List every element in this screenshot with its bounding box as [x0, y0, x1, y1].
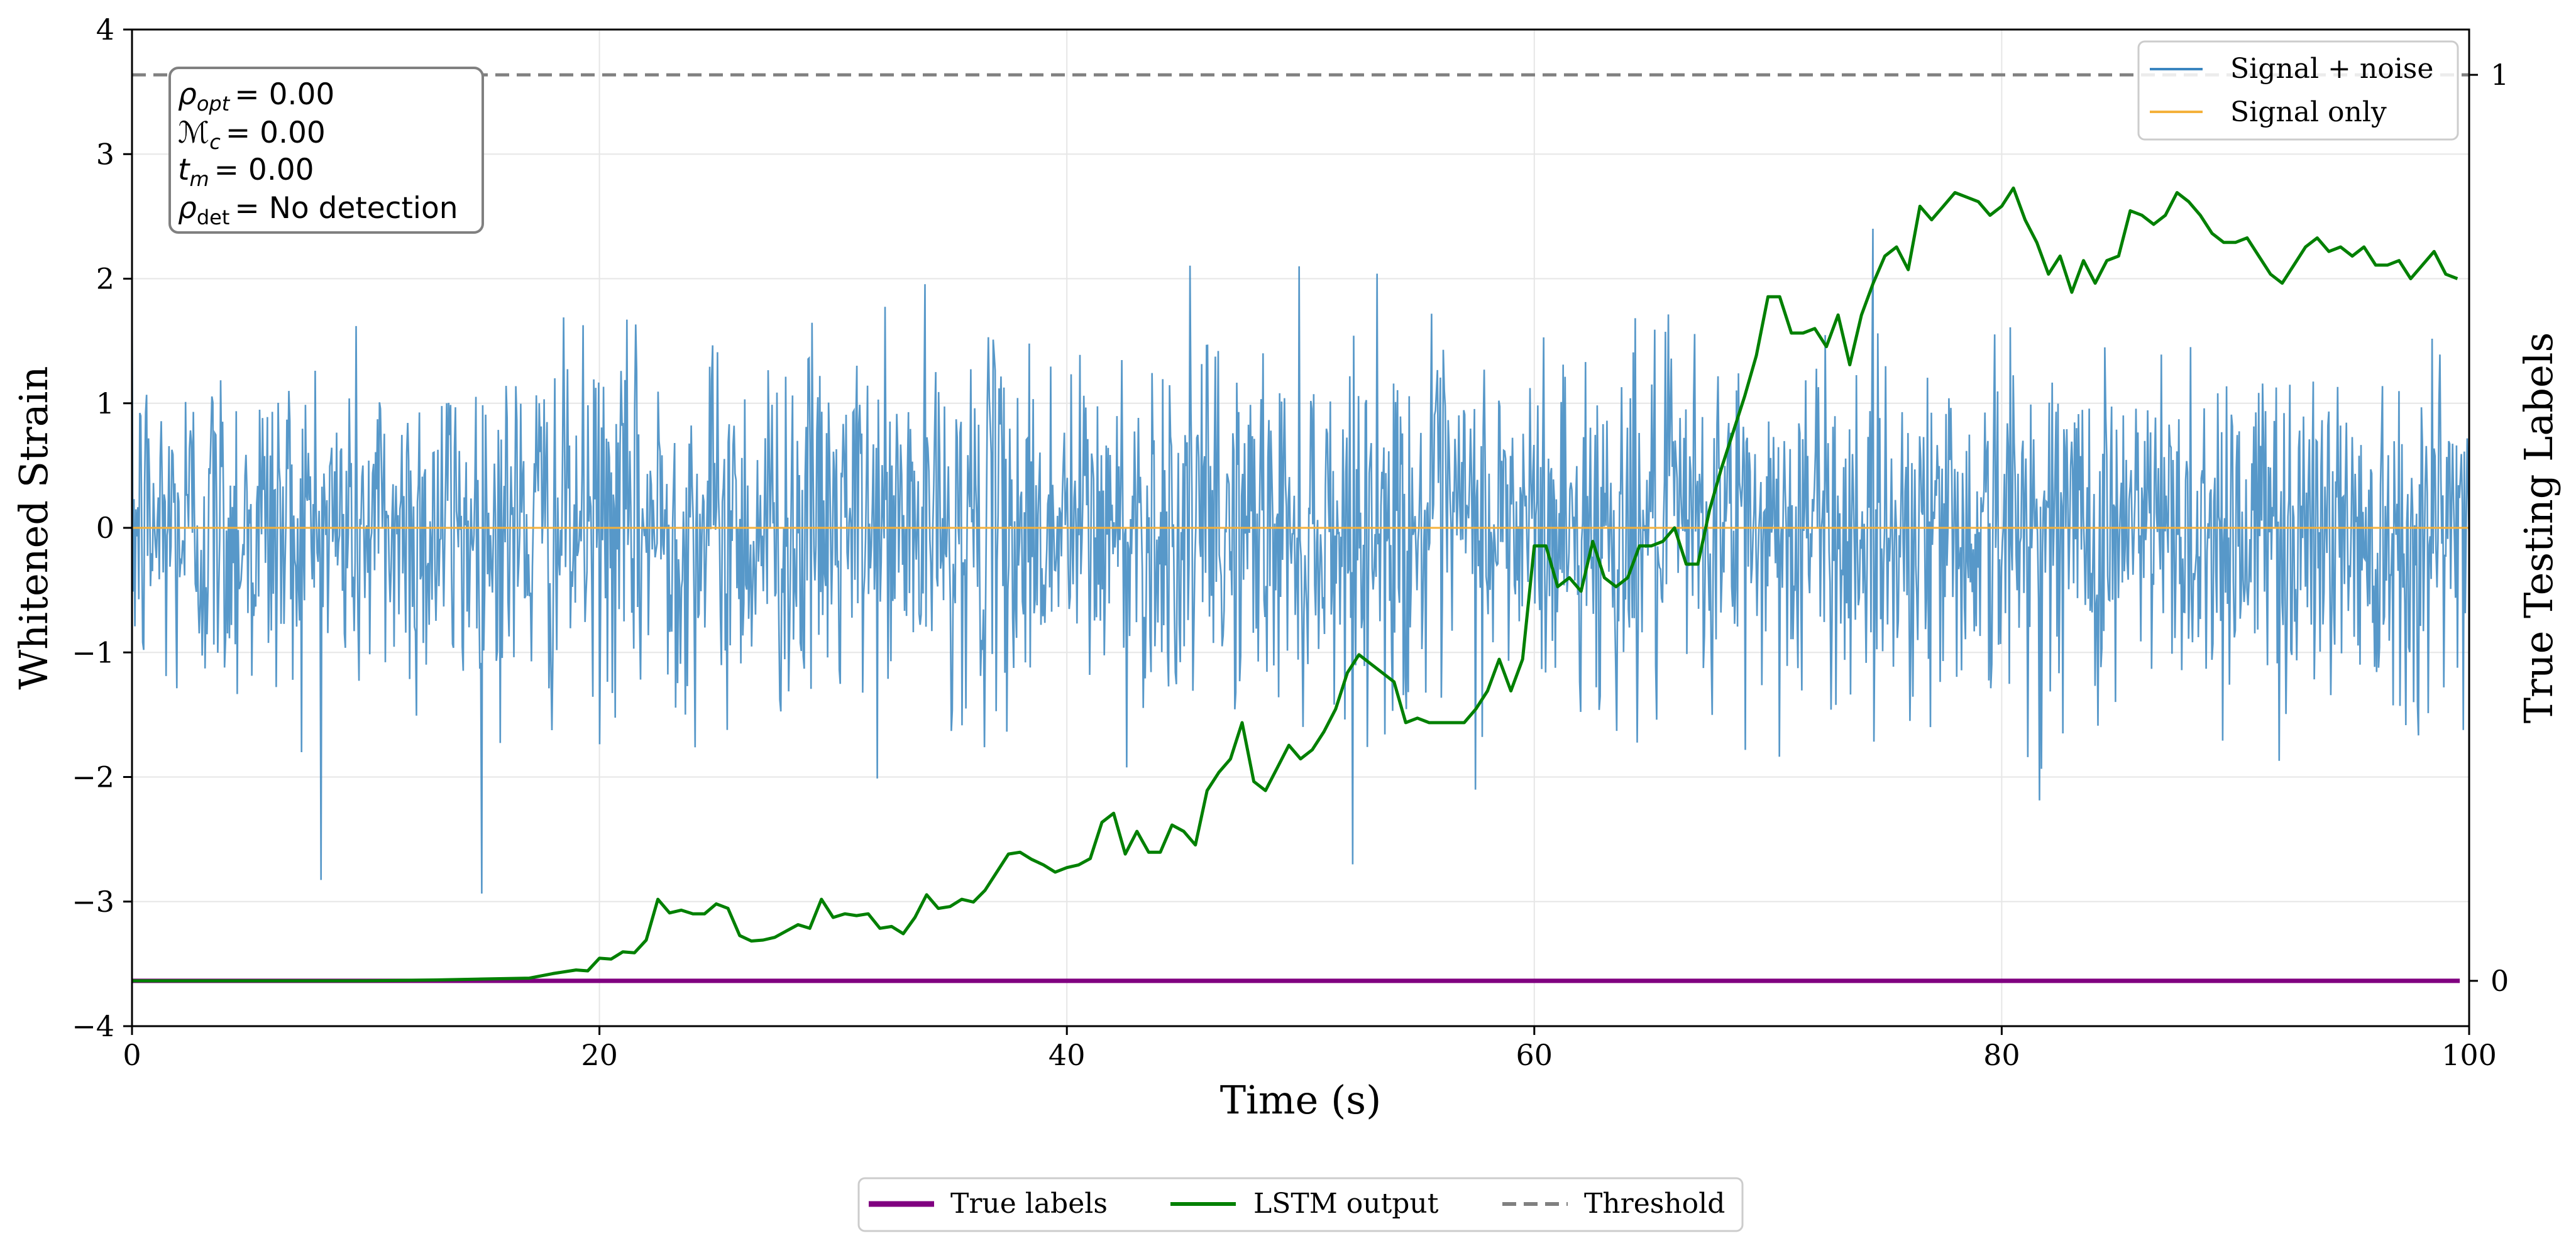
annotation-box	[168, 67, 484, 234]
legend-true-labels-label: True labels	[950, 1188, 1108, 1220]
legend-top-frame	[2137, 40, 2459, 141]
line-series	[132, 73, 2469, 983]
y-tick-label-4: 0	[96, 511, 114, 545]
lstm-output-line	[132, 186, 2458, 983]
y-tick-label-7: 3	[96, 137, 114, 171]
x-tick-label-4: 80	[1983, 1038, 2020, 1072]
legend-signal-only-label: Signal only	[2230, 96, 2387, 128]
legend-lstm-label: LSTM output	[1253, 1188, 1439, 1220]
legend-top-right: Signal + noise Signal only	[2137, 40, 2459, 141]
y-tick-label-6: 2	[96, 262, 114, 296]
annotation-rho-det: ρdet = No detection	[178, 191, 458, 229]
x-axis: 0 20 40 60 80 100	[123, 1026, 2497, 1072]
y-axis-left: −4 −3 −2 −1 0 1 2 3 4	[72, 13, 132, 1043]
annotation-rho-opt: ρopt = 0.00	[178, 77, 334, 116]
yr-tick-label-0: 0	[2491, 964, 2509, 998]
y-axis-right: 01	[2469, 58, 2509, 998]
annotation-chirp-mass: ℳc = 0.00	[178, 116, 326, 154]
y-tick-label-5: 1	[96, 386, 114, 420]
signal-noise-line	[132, 228, 2469, 894]
y-tick-label-0: −4	[72, 1009, 114, 1043]
x-tick-label-1: 20	[581, 1038, 618, 1072]
y-axis-label: Whitened Strain	[11, 366, 57, 690]
x-tick-label-3: 60	[1516, 1038, 1553, 1072]
y-tick-label-8: 4	[96, 13, 114, 47]
y-tick-label-2: −2	[72, 760, 114, 794]
x-tick-label-5: 100	[2441, 1038, 2497, 1072]
legend-threshold-label: Threshold	[1584, 1188, 1725, 1220]
x-tick-label-0: 0	[123, 1038, 141, 1072]
legend-signal-noise-label: Signal + noise	[2230, 53, 2433, 85]
legend-bottom-frame	[857, 1177, 1744, 1232]
y-axis-right-label: True Testing Labels	[2516, 332, 2562, 724]
signal-noise-series	[132, 228, 2469, 894]
yr-tick-label-1: 1	[2491, 58, 2509, 92]
y-tick-label-3: −1	[72, 635, 114, 669]
legend-bottom: True labels LSTM output Threshold	[857, 1177, 1744, 1232]
y-tick-label-1: −3	[72, 885, 114, 919]
x-axis-label: Time (s)	[1220, 1077, 1382, 1123]
x-tick-label-2: 40	[1049, 1038, 1086, 1072]
stats-annotation: ρopt = 0.00 ℳc = 0.00 tm = 0.00 ρdet = No de…	[168, 67, 484, 234]
annotation-tm: tm = 0.00	[178, 153, 314, 191]
